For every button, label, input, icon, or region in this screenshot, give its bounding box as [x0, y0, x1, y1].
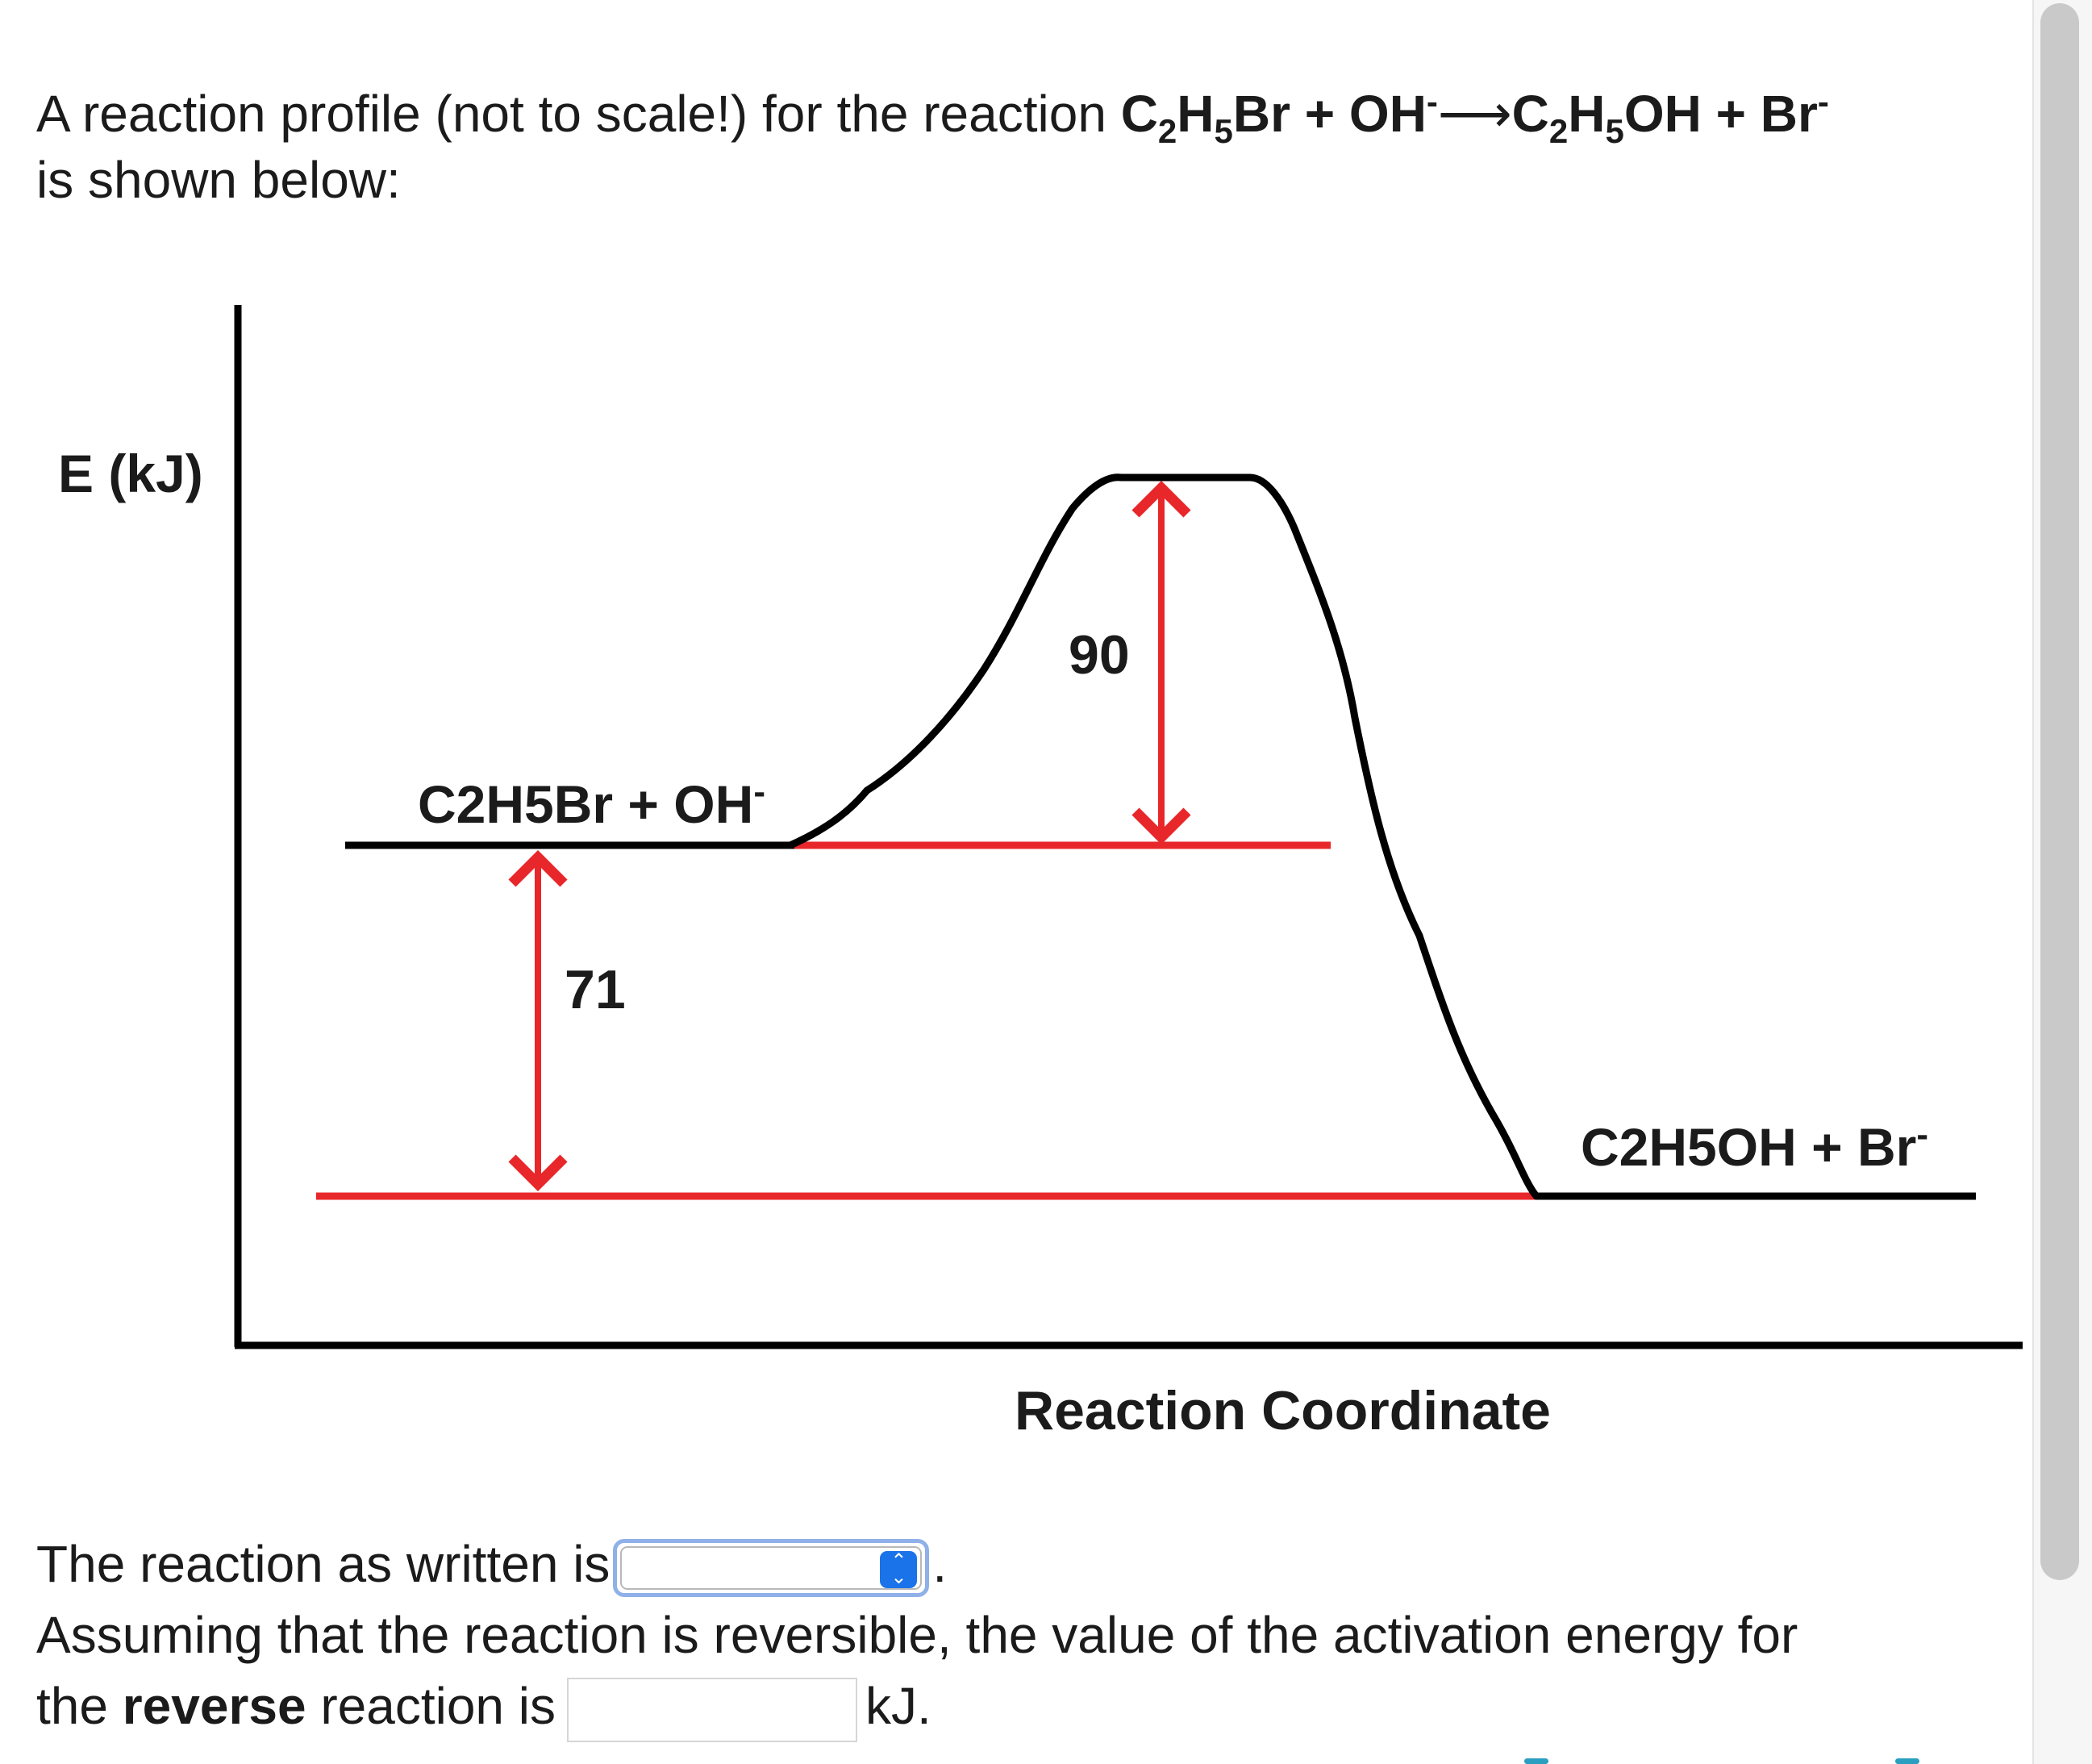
question-2-unit: kJ.	[865, 1677, 931, 1735]
enthalpy-change-label: 71	[565, 959, 626, 1020]
products-label: C2H5OH + Br-	[1581, 1115, 1928, 1177]
hydroxide-charge: -	[1426, 82, 1438, 121]
reaction-profile-diagram: E (kJ) 90 71 C2H5Br + OH- C2H5OH + Br- R…	[58, 305, 2023, 1441]
question-intro: A reaction profile (not to scale!) for t…	[36, 81, 2012, 213]
bromide-charge: -	[1817, 82, 1829, 121]
question-2-line-2: the reverse reaction is kJ.	[36, 1670, 2012, 1743]
question-2-bold: reverse	[122, 1677, 306, 1735]
reactant-h-sub: 5	[1214, 111, 1233, 150]
chevron-up-down-icon[interactable]: ⌃ ⌄	[880, 1551, 918, 1589]
reactants-label-charge: -	[753, 772, 765, 811]
question-1-suffix: .	[932, 1535, 948, 1593]
activation-energy-input[interactable]	[567, 1678, 857, 1743]
product-c-sub: 2	[1548, 111, 1569, 150]
product-h: H	[1568, 85, 1606, 143]
reactant-h: H	[1177, 85, 1215, 143]
reaction-type-select[interactable]: ⌃ ⌄	[613, 1539, 930, 1598]
page-scrollbar[interactable]	[2032, 0, 2092, 1764]
question-1-prefix: The reaction as written is	[36, 1535, 611, 1593]
question-2-mid: reaction is	[306, 1677, 556, 1735]
scrollbar-thumb[interactable]	[2040, 3, 2079, 1580]
reactant-c-sub: 2	[1157, 111, 1177, 150]
reaction-profile-figure: E (kJ) 90 71 C2H5Br + OH- C2H5OH + Br- R…	[0, 266, 2092, 1476]
products-label-charge: -	[1916, 1115, 1928, 1154]
question-2-prefix: the	[36, 1677, 123, 1735]
intro-line-1: A reaction profile (not to scale!) for t…	[36, 81, 2012, 148]
questions: The reaction as written is ⌃ ⌄. Assuming t…	[36, 1528, 2012, 1743]
activation-energy-label: 90	[1069, 624, 1130, 686]
chemical-equation: C2H5Br + OH-⟶C2H5OH + Br-	[1120, 82, 1829, 148]
intro-prefix: A reaction profile (not to scale!) for t…	[36, 85, 1121, 143]
product-c: C	[1511, 85, 1549, 143]
reactant-rest: Br + OH	[1232, 85, 1427, 143]
reactants-label: C2H5Br + OH-	[418, 772, 765, 834]
partial-element	[1895, 1758, 1919, 1764]
products-label-text: C2H5OH + Br	[1581, 1117, 1916, 1177]
y-axis-label: E (kJ)	[58, 444, 203, 503]
intro-line-2: is shown below:	[36, 151, 401, 209]
reactant-c: C	[1120, 85, 1158, 143]
product-rest: OH + Br	[1623, 85, 1818, 143]
partial-element	[1524, 1758, 1548, 1764]
select-field[interactable]	[620, 1546, 923, 1591]
reaction-arrow: ⟶	[1437, 85, 1512, 143]
x-axis-label: Reaction Coordinate	[1015, 1380, 1551, 1441]
reactants-label-text: C2H5Br + OH	[418, 774, 753, 834]
question-2-line-1: Assuming that the reaction is reversible…	[36, 1606, 1798, 1664]
question-1: The reaction as written is ⌃ ⌄.	[36, 1528, 2012, 1599]
product-h-sub: 5	[1605, 111, 1624, 150]
energy-curve	[786, 473, 1540, 1200]
